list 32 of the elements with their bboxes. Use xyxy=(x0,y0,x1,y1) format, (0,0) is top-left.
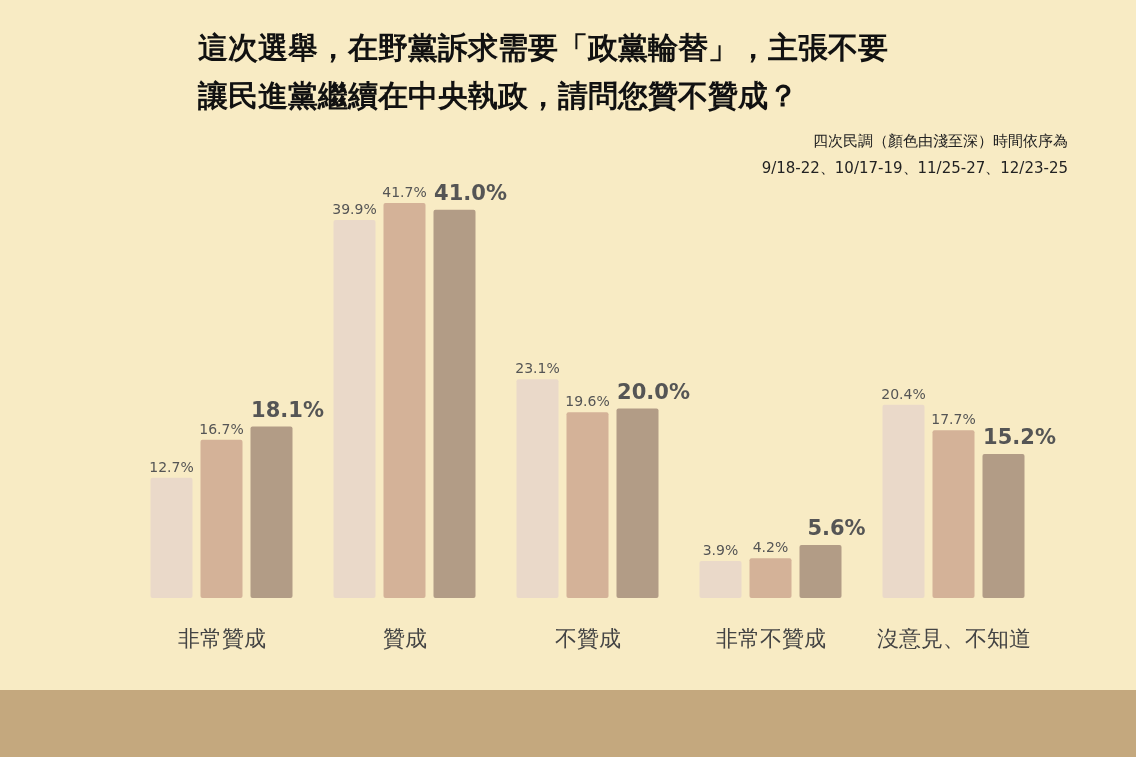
data-label: 12.7% xyxy=(149,458,194,475)
data-label: 5.6% xyxy=(807,515,866,540)
data-label: 15.2% xyxy=(983,425,1056,450)
bar xyxy=(433,209,476,598)
data-label: 23.1% xyxy=(515,360,560,377)
x-tick-label: 贊成 xyxy=(382,626,427,651)
bar xyxy=(982,454,1025,598)
x-tick-label: 非常贊成 xyxy=(177,626,266,651)
data-label: 4.2% xyxy=(752,539,789,556)
bar xyxy=(749,558,792,598)
data-label: 41.0% xyxy=(434,180,507,205)
data-label: 18.1% xyxy=(251,397,324,422)
bar xyxy=(799,544,842,598)
data-label: 20.4% xyxy=(881,385,926,402)
data-label: 17.7% xyxy=(931,411,976,428)
bar xyxy=(616,408,659,598)
x-tick-label: 非常不贊成 xyxy=(715,626,826,651)
data-label: 41.7% xyxy=(382,184,427,200)
bar xyxy=(200,439,243,598)
data-label: 3.9% xyxy=(702,542,739,559)
data-label: 20.0% xyxy=(617,379,690,404)
chart-subtitle: 四次民調（顏色由淺至深）時間依序為 9/18-22、10/17-19、11/25-27、12/23-25 xyxy=(761,132,1068,177)
data-label: 39.9% xyxy=(332,201,377,218)
bar xyxy=(383,203,426,598)
x-tick-label: 不贊成 xyxy=(554,626,621,651)
bar xyxy=(566,412,609,598)
chart-title: 這次選舉，在野黨訴求需要「政黨輪替」，主張不要讓民進黨繼續在中央執政，請問您贊不贊成？ xyxy=(197,30,888,113)
x-tick-label: 沒意見、不知道 xyxy=(876,626,1031,651)
bar xyxy=(250,426,293,598)
data-label: 16.7% xyxy=(199,420,244,437)
bar xyxy=(932,430,975,598)
data-label: 19.6% xyxy=(565,393,610,410)
